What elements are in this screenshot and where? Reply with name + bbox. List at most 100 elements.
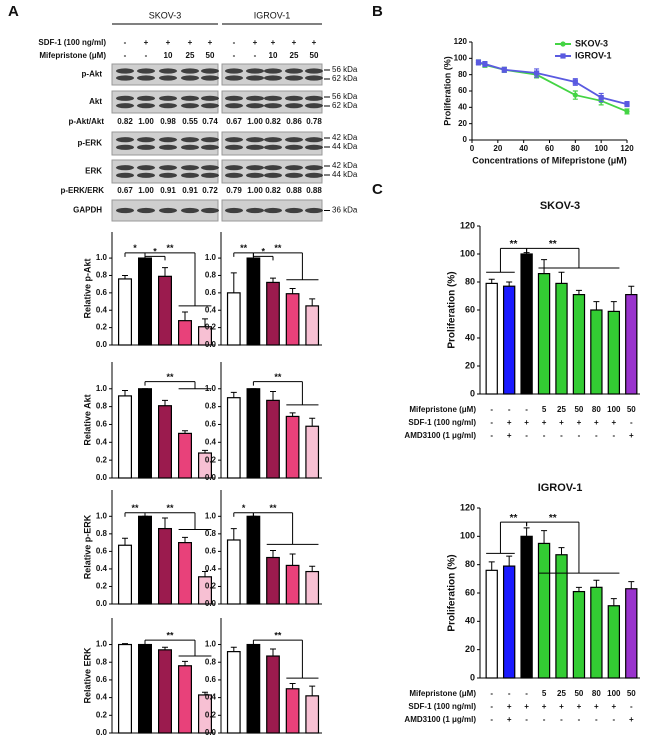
error-bar [162, 399, 168, 406]
condition-value: - [490, 715, 493, 724]
condition-value: - [124, 38, 127, 47]
y-axis-title: Relative ERK [82, 647, 92, 704]
marker-label: 36 kDa [332, 206, 358, 215]
blot-band [159, 137, 177, 143]
bar [266, 655, 280, 734]
y-tick-label: 20 [465, 644, 475, 654]
bar [117, 278, 132, 346]
condition-value: - [560, 431, 563, 440]
blot-band [264, 137, 282, 143]
x-tick-label: 120 [620, 144, 634, 153]
condition-value: - [612, 715, 615, 724]
error-bar [558, 547, 565, 555]
blot-band [137, 68, 155, 74]
bar [178, 432, 193, 479]
blot-band [225, 75, 243, 81]
condition-value: + [253, 38, 258, 47]
bar [285, 415, 300, 479]
blot-band [181, 95, 199, 101]
condition-value: - [578, 431, 581, 440]
blot-band [137, 75, 155, 81]
blot-band [159, 144, 177, 150]
condition-value: + [611, 418, 616, 427]
significance-label: ** [166, 372, 174, 382]
error-bar [182, 660, 188, 666]
ratio-value: 0.88 [306, 186, 322, 195]
blot-band [201, 207, 219, 214]
condition-value: - [145, 51, 148, 60]
blot-image [111, 159, 219, 184]
blot-band [201, 103, 219, 109]
y-tick-label: 0.2 [96, 455, 108, 464]
y-tick-label: 0.8 [205, 271, 217, 280]
error-bar [523, 527, 530, 537]
condition-value: 10 [164, 51, 173, 60]
significance-label: * [242, 503, 246, 513]
point [533, 70, 540, 76]
bar [266, 281, 280, 346]
blot-band [305, 172, 323, 178]
y-tick-label: 40 [458, 102, 467, 111]
legend-label: SKOV-3 [575, 38, 608, 48]
x-tick-label: 40 [519, 144, 528, 153]
y-tick-label: 60 [465, 587, 475, 597]
bar [246, 257, 261, 346]
condition-value: 50 [627, 689, 636, 698]
blot-band [246, 172, 264, 178]
error-bar [202, 571, 208, 577]
error-bar [270, 550, 276, 558]
legend-label: IGROV-1 [575, 50, 612, 60]
blot-band [181, 137, 199, 143]
blot-band [201, 95, 219, 101]
condition-value: - [254, 51, 257, 60]
blot-band [116, 207, 134, 214]
error-bar [230, 528, 237, 540]
bar [117, 643, 132, 734]
blot-band [246, 207, 264, 214]
error-bar [182, 430, 188, 434]
y-tick-label: 1.0 [96, 511, 108, 520]
blot-band [305, 75, 323, 81]
ratio-value: 0.82 [117, 117, 133, 126]
condition-value: - [560, 715, 563, 724]
significance-label: * [153, 247, 157, 257]
condition-value: + [292, 38, 297, 47]
blot-band [285, 172, 303, 178]
blot-image [221, 63, 323, 86]
blot-band [285, 137, 303, 143]
error-bar [230, 646, 237, 652]
y-tick-label: 0.4 [96, 564, 108, 573]
ratio-value: 0.72 [202, 186, 218, 195]
cell-line-label: SKOV-3 [149, 10, 182, 20]
blot-band [116, 172, 134, 178]
error-bar [289, 288, 296, 294]
blot-band [201, 165, 219, 171]
significance-label: ** [269, 503, 277, 513]
ratio-value: 0.98 [160, 117, 176, 126]
y-tick-label: 60 [465, 304, 475, 314]
condition-value: - [525, 405, 528, 414]
blot-band [225, 68, 243, 74]
blot-band [137, 207, 155, 214]
blot-band [246, 95, 264, 101]
chart-title: SKOV-3 [540, 200, 580, 212]
condition-value: - [490, 702, 493, 711]
significance-label: * [133, 243, 137, 253]
y-tick-label: 0.0 [96, 473, 108, 482]
error-bar [575, 289, 582, 295]
condition-value: - [508, 689, 511, 698]
bar [485, 282, 498, 395]
y-tick-label: 0.6 [205, 546, 217, 555]
y-tick-label: 1.0 [205, 253, 217, 262]
y-tick-label: 20 [465, 360, 475, 370]
blot-band [137, 95, 155, 101]
y-tick-label: 0.2 [96, 710, 108, 719]
blot-band [305, 144, 323, 150]
error-bar [162, 267, 168, 277]
condition-value: 25 [186, 51, 195, 60]
y-tick-label: 0.8 [205, 402, 217, 411]
error-bar [610, 598, 617, 606]
y-tick-label: 0.6 [96, 546, 108, 555]
marker-label: 42 kDa [332, 133, 358, 142]
y-axis-title: Proliferation (%) [447, 554, 458, 631]
